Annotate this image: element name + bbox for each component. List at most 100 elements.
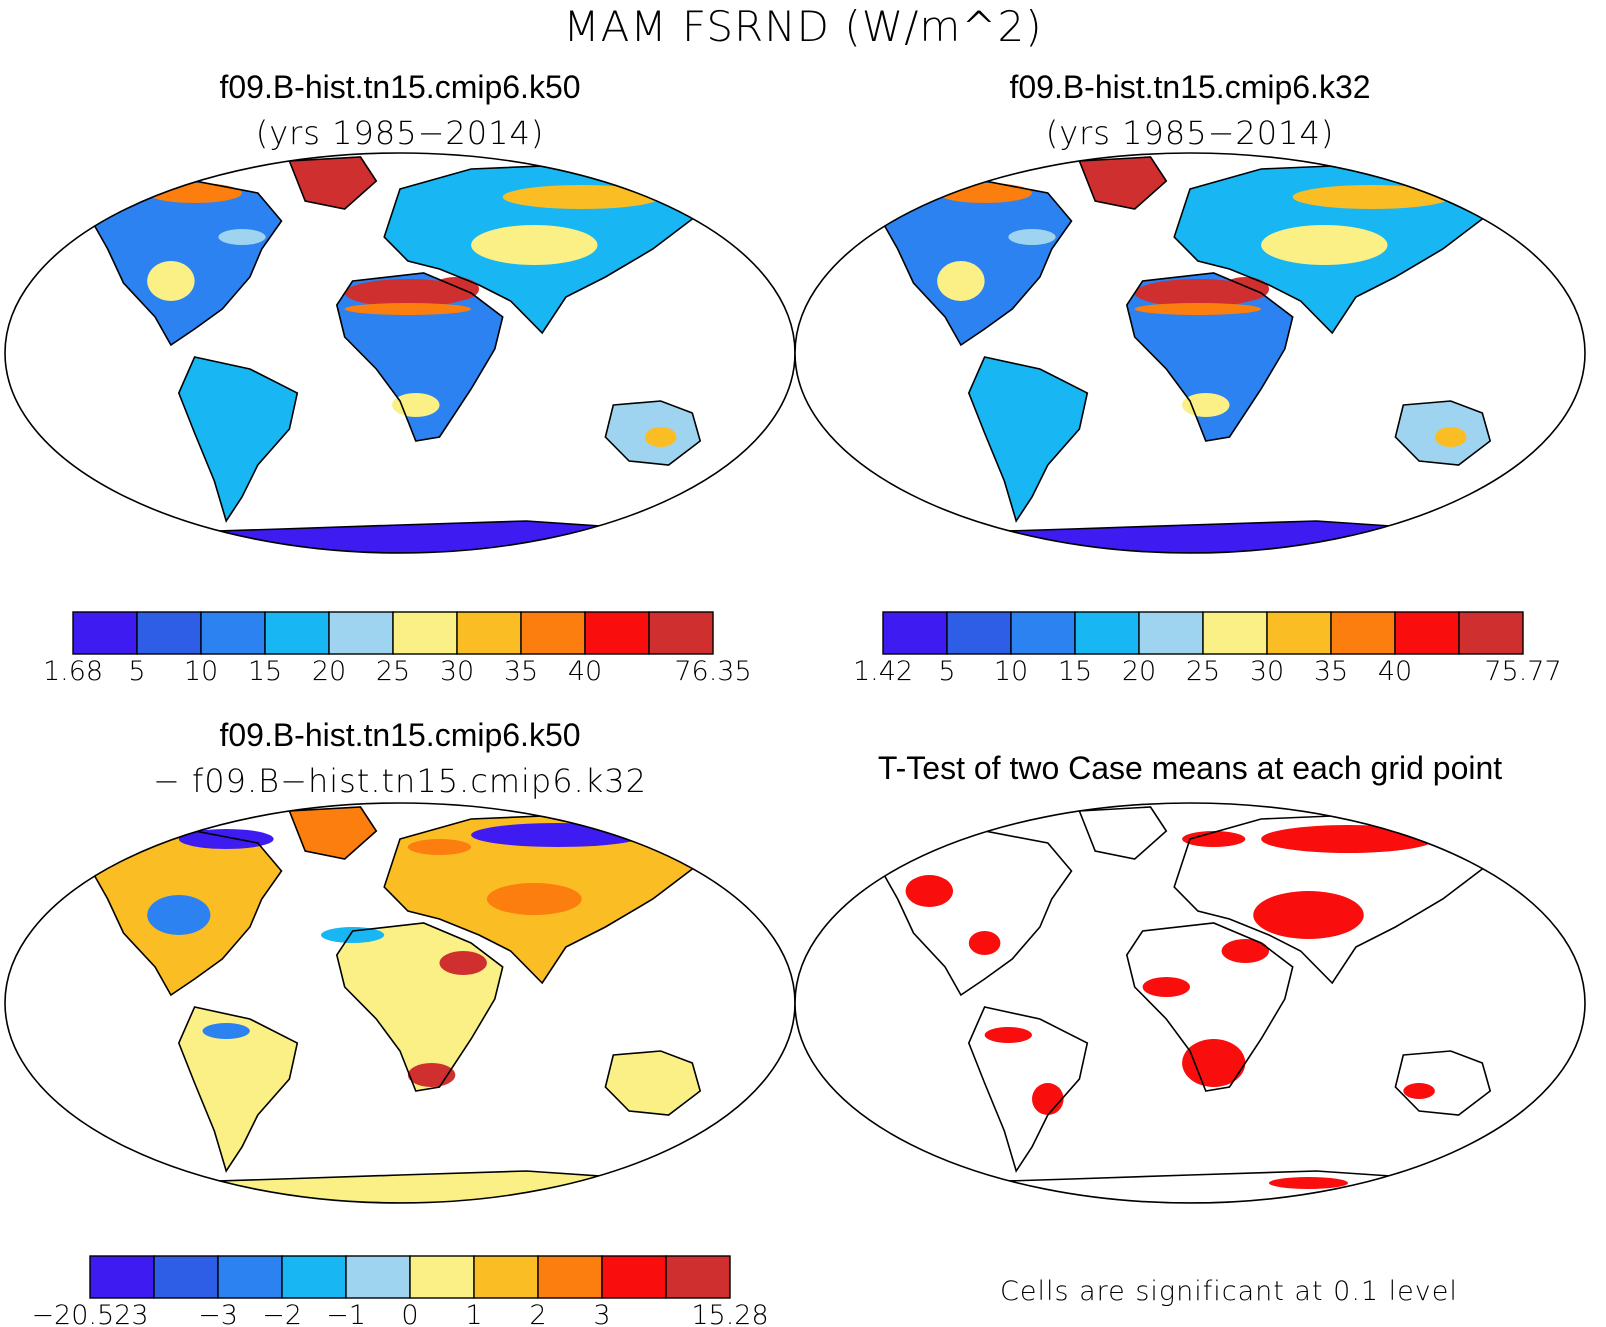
- value-region: [937, 261, 985, 301]
- coastline-northAmerica: [90, 830, 283, 997]
- colorbar-tick-label: −20.523: [31, 1300, 148, 1327]
- panel-3-title: f09.B-hist.tn15.cmip6.k50: [219, 717, 581, 753]
- panel-4-title: T-Test of two Case means at each grid po…: [877, 750, 1503, 786]
- colorbar-swatch: [1138, 611, 1204, 655]
- significant-region: [1142, 977, 1191, 997]
- coastline-australia: [604, 1050, 702, 1116]
- colorbar-tick-label: −3: [198, 1300, 238, 1327]
- colorbar-tick-label: 10: [994, 656, 1028, 687]
- continent-greenland: [1079, 157, 1167, 209]
- panel-1-title: f09.B-hist.tn15.cmip6.k50: [219, 69, 581, 105]
- map-diff: [4, 802, 796, 1204]
- colorbar-tick-label: 25: [1186, 656, 1220, 687]
- colorbar-k50: 1.68 5 10 15 20 25 30 35 40 76.35: [43, 611, 752, 687]
- colorbar-swatch: [473, 1255, 539, 1299]
- coastline-greenland: [288, 806, 378, 860]
- colorbar-tick-label: 15: [248, 656, 282, 687]
- figure-title: MAM FSRND (W/m^2): [563, 2, 1043, 51]
- panel-2-title: f09.B-hist.tn15.cmip6.k32: [1009, 69, 1371, 105]
- colorbar-swatch: [584, 611, 650, 655]
- colorbar-tick-label: 30: [1250, 656, 1284, 687]
- coastline-southAmerica: [967, 356, 1089, 523]
- value-region: [644, 427, 677, 447]
- value-region: [1221, 277, 1270, 301]
- colorbar-swatch: [1458, 611, 1524, 655]
- colorbar-tick-label: 5: [938, 656, 955, 687]
- colorbar-tick-label: 35: [1314, 656, 1348, 687]
- value-region: [1008, 229, 1056, 245]
- map-border: [794, 802, 1586, 1204]
- colorbar-tick-label: 1: [465, 1300, 482, 1327]
- significant-region: [1182, 831, 1246, 847]
- colorbar-swatch: [72, 611, 138, 655]
- coastline-australia: [1394, 400, 1492, 466]
- colorbar-swatch: [537, 1255, 603, 1299]
- colorbar-swatch: [328, 611, 394, 655]
- colorbar-tick-label: 20: [1122, 656, 1156, 687]
- significant-region: [1261, 825, 1435, 853]
- colorbar-swatch: [665, 1255, 731, 1299]
- continent-southAmerica: [968, 1007, 1088, 1171]
- colorbar-swatch: [409, 1255, 475, 1299]
- colorbar-tick-label: 35: [504, 656, 538, 687]
- colorbar-tick-label: 5: [128, 656, 145, 687]
- colorbar-swatch: [153, 1255, 219, 1299]
- continent-africa: [1126, 923, 1293, 1091]
- coastline-southAmerica: [967, 1006, 1089, 1173]
- coastline-greenland: [1078, 806, 1168, 860]
- continent-greenland: [289, 157, 377, 209]
- significant-region: [1403, 1083, 1435, 1099]
- colorbar-tick-label: −2: [262, 1300, 302, 1327]
- colorbar-swatch: [136, 611, 202, 655]
- colorbar-tick-label: 15: [1058, 656, 1092, 687]
- colorbar-swatch: [456, 611, 522, 655]
- colorbar-tick-label: 1.68: [43, 656, 103, 687]
- map-ttest: [794, 802, 1586, 1204]
- coastline-australia: [1394, 1050, 1492, 1116]
- colorbar-tick-label: 25: [376, 656, 410, 687]
- value-region: [147, 261, 195, 301]
- significance-note: Cells are significant at 0.1 level: [1000, 1276, 1458, 1307]
- colorbar-swatch: [264, 611, 330, 655]
- panel-1-subtitle: (yrs 1985−2014): [255, 114, 545, 152]
- colorbar-swatch: [946, 611, 1012, 655]
- colorbar-swatch: [882, 611, 948, 655]
- coastline-africa: [1125, 272, 1294, 442]
- continent-northAmerica: [881, 181, 1072, 345]
- value-region: [321, 927, 385, 943]
- continent-australia: [605, 1051, 701, 1115]
- coastline-greenland: [288, 156, 378, 210]
- continent-southAmerica: [178, 1007, 298, 1171]
- colorbar-tick-label: 40: [568, 656, 602, 687]
- continent-africa: [336, 273, 503, 441]
- significant-region: [1221, 939, 1270, 963]
- map-border: [794, 152, 1586, 554]
- colorbar-swatch: [1074, 611, 1140, 655]
- colorbar-swatch: [1202, 611, 1268, 655]
- colorbar-tick-label: 2: [529, 1300, 546, 1327]
- significant-region: [968, 931, 1001, 955]
- land-layer: [91, 157, 701, 553]
- colorbar-swatch: [281, 1255, 347, 1299]
- colorbar-swatch: [520, 611, 586, 655]
- value-region: [1261, 225, 1388, 265]
- colorbar-swatch: [89, 1255, 155, 1299]
- continent-greenland: [289, 807, 377, 859]
- coastline-southAmerica: [177, 356, 299, 523]
- coastline-northAmerica: [880, 180, 1073, 347]
- significant-region: [905, 875, 953, 907]
- significant-region: [984, 1027, 1032, 1043]
- continent-africa: [1126, 273, 1293, 441]
- value-region: [202, 1023, 250, 1039]
- significant-region: [1182, 1039, 1246, 1087]
- value-region: [178, 829, 274, 849]
- continent-southAmerica: [178, 357, 298, 521]
- colorbar-swatch: [648, 611, 714, 655]
- colorbar-swatch: [1010, 611, 1076, 655]
- colorbar-swatch: [601, 1255, 667, 1299]
- colorbar-swatch: [392, 611, 458, 655]
- value-region: [1134, 303, 1262, 315]
- value-region: [486, 883, 582, 915]
